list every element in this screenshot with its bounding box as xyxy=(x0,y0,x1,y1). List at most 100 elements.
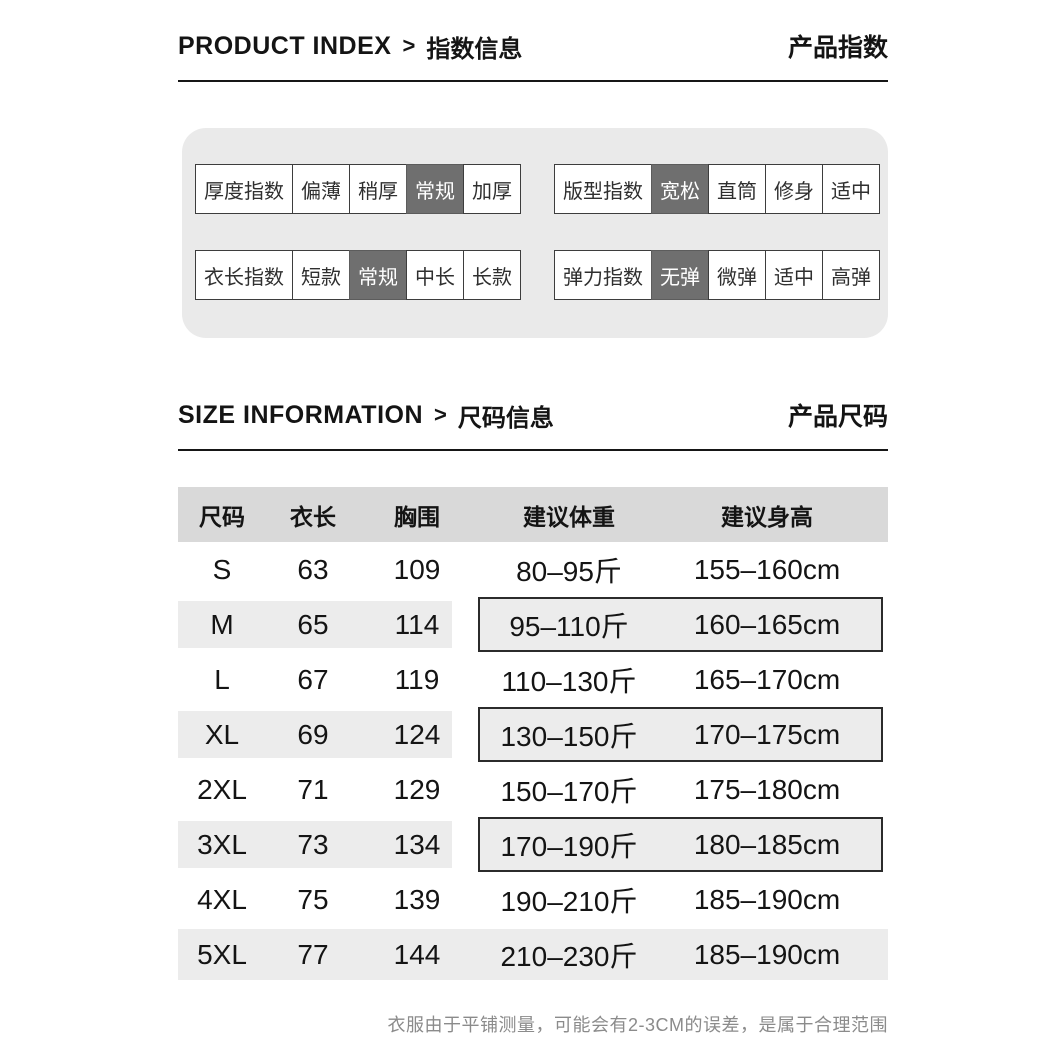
product-index-title-group: PRODUCT INDEX > 指数信息 xyxy=(178,29,522,64)
recommendation-highlight-box xyxy=(478,597,883,652)
size-column-header: 尺码 xyxy=(199,503,245,530)
size-cell-chest: 139 xyxy=(393,883,441,915)
index-option-active: 常规 xyxy=(406,164,464,214)
size-row-5XL: 5XL 77 144 210–230斤 185–190cm xyxy=(178,927,888,982)
index-option: 微弹 xyxy=(708,250,766,300)
size-cell-height: 160–165cm xyxy=(693,608,841,640)
row-stripe-background xyxy=(178,601,452,648)
product-index-title-right: 产品指数 xyxy=(787,34,888,62)
index-option: 加厚 xyxy=(463,164,521,214)
size-cell-length: 69 xyxy=(297,718,329,750)
size-row-4XL: 4XL 75 139 190–210斤 185–190cm xyxy=(178,872,888,927)
index-table-fit: 版型指数 宽松 直筒 修身 适中 xyxy=(554,164,880,214)
size-info-header: SIZE INFORMATION > 尺码信息 产品尺码 xyxy=(178,397,888,433)
size-cell-height: 180–185cm xyxy=(693,828,841,860)
size-cell-chest: 119 xyxy=(394,663,440,695)
size-cell-length: 65 xyxy=(297,608,329,640)
size-cell-weight: 130–150斤 xyxy=(500,720,638,752)
row-stripe-background xyxy=(178,929,888,980)
divider-line xyxy=(178,449,888,451)
recommendation-highlight-box xyxy=(478,817,883,872)
size-cell-size: M xyxy=(210,608,234,640)
measurement-disclaimer: 衣服由于平铺测量，可能会有2-3CM的误差，是属于合理范围 xyxy=(387,1015,888,1035)
size-table-header-row: 尺码 衣长 胸围 建议体重 建议身高 xyxy=(178,487,888,542)
size-row-2XL: 2XL 71 129 150–170斤 175–180cm xyxy=(178,762,888,817)
index-option-active: 宽松 xyxy=(651,164,709,214)
size-cell-chest: 124 xyxy=(393,718,441,750)
size-cell-size: 5XL xyxy=(197,938,247,970)
size-cell-height: 155–160cm xyxy=(693,553,841,585)
size-row-XL: XL 69 124 130–150斤 170–175cm xyxy=(178,707,888,762)
size-cell-chest: 109 xyxy=(393,553,441,585)
size-cell-height: 170–175cm xyxy=(693,718,841,750)
index-option: 长款 xyxy=(463,250,521,300)
size-info-title-right: 产品尺码 xyxy=(787,403,888,431)
size-cell-chest: 129 xyxy=(393,773,441,805)
product-index-title-en: PRODUCT INDEX xyxy=(178,31,392,60)
index-option: 高弹 xyxy=(822,250,880,300)
size-cell-weight: 80–95斤 xyxy=(516,555,622,587)
size-row-M: M 65 114 95–110斤 160–165cm xyxy=(178,597,888,652)
size-info-title-cn: 尺码信息 xyxy=(457,404,554,432)
index-option: 偏薄 xyxy=(292,164,350,214)
row-stripe-background xyxy=(178,711,452,758)
size-cell-size: 3XL xyxy=(197,828,247,860)
index-option: 适中 xyxy=(822,164,880,214)
size-cell-weight: 150–170斤 xyxy=(500,775,638,807)
size-column-header: 衣长 xyxy=(290,503,336,530)
size-cell-length: 67 xyxy=(297,663,329,695)
index-option-active: 无弹 xyxy=(651,250,709,300)
size-cell-weight: 95–110斤 xyxy=(509,610,629,642)
size-cell-height: 185–190cm xyxy=(693,883,841,915)
size-cell-length: 71 xyxy=(297,773,329,805)
index-option: 适中 xyxy=(765,250,823,300)
size-cell-height: 165–170cm xyxy=(693,663,841,695)
size-cell-length: 75 xyxy=(297,883,329,915)
size-cell-size: XL xyxy=(204,718,240,750)
size-column-header: 胸围 xyxy=(394,503,440,530)
size-cell-chest: 114 xyxy=(394,608,440,640)
size-cell-chest: 134 xyxy=(393,828,441,860)
index-panel: 厚度指数 偏薄 稍厚 常规 加厚 版型指数 宽松 直筒 修身 适中 衣长指数 短款 常规 中长 长款 弹力指… xyxy=(182,128,888,338)
index-table-label: 弹力指数 xyxy=(554,250,652,300)
index-option-active: 常规 xyxy=(349,250,407,300)
size-cell-size: L xyxy=(214,663,230,695)
size-cell-weight: 110–130斤 xyxy=(501,665,637,697)
index-option: 修身 xyxy=(765,164,823,214)
size-cell-height: 185–190cm xyxy=(693,938,841,970)
size-cell-weight: 210–230斤 xyxy=(500,940,638,972)
chevron-separator: > xyxy=(434,402,447,427)
index-option: 稍厚 xyxy=(349,164,407,214)
size-column-header: 建议体重 xyxy=(523,503,615,530)
size-row-3XL: 3XL 73 134 170–190斤 180–185cm xyxy=(178,817,888,872)
size-cell-chest: 144 xyxy=(393,938,441,970)
size-cell-height: 175–180cm xyxy=(693,773,841,805)
index-option: 短款 xyxy=(292,250,350,300)
chevron-separator: > xyxy=(402,33,416,58)
size-cell-length: 77 xyxy=(297,938,329,970)
size-cell-weight: 170–190斤 xyxy=(500,830,638,862)
index-option: 直筒 xyxy=(708,164,766,214)
index-table-length: 衣长指数 短款 常规 中长 长款 xyxy=(195,250,521,300)
index-panel-row-2: 衣长指数 短款 常规 中长 长款 弹力指数 无弹 微弹 适中 高弹 xyxy=(195,250,880,300)
size-column-header: 建议身高 xyxy=(721,503,813,530)
product-index-title-cn: 指数信息 xyxy=(426,35,523,63)
index-table-thickness: 厚度指数 偏薄 稍厚 常规 加厚 xyxy=(195,164,521,214)
index-table-label: 厚度指数 xyxy=(195,164,293,214)
size-cell-length: 63 xyxy=(297,553,329,585)
index-option: 中长 xyxy=(406,250,464,300)
size-info-title-en: SIZE INFORMATION xyxy=(178,400,424,429)
size-row-S: S 63 109 80–95斤 155–160cm xyxy=(178,542,888,597)
product-index-header: PRODUCT INDEX > 指数信息 产品指数 xyxy=(178,28,888,64)
size-info-title-group: SIZE INFORMATION > 尺码信息 xyxy=(178,398,554,433)
index-panel-row-1: 厚度指数 偏薄 稍厚 常规 加厚 版型指数 宽松 直筒 修身 适中 xyxy=(195,164,880,214)
divider-line xyxy=(178,80,888,82)
size-cell-length: 73 xyxy=(297,828,329,860)
size-cell-weight: 190–210斤 xyxy=(500,885,638,917)
size-row-L: L 67 119 110–130斤 165–170cm xyxy=(178,652,888,707)
index-table-label: 版型指数 xyxy=(554,164,652,214)
index-table-label: 衣长指数 xyxy=(195,250,293,300)
size-table: 尺码 衣长 胸围 建议体重 建议身高 S 63 109 80–95斤 155–160cm M 65 11… xyxy=(178,487,888,982)
size-cell-size: 2XL xyxy=(197,773,247,805)
